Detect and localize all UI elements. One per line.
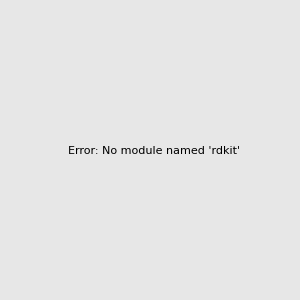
- Text: Error: No module named 'rdkit': Error: No module named 'rdkit': [68, 146, 240, 157]
